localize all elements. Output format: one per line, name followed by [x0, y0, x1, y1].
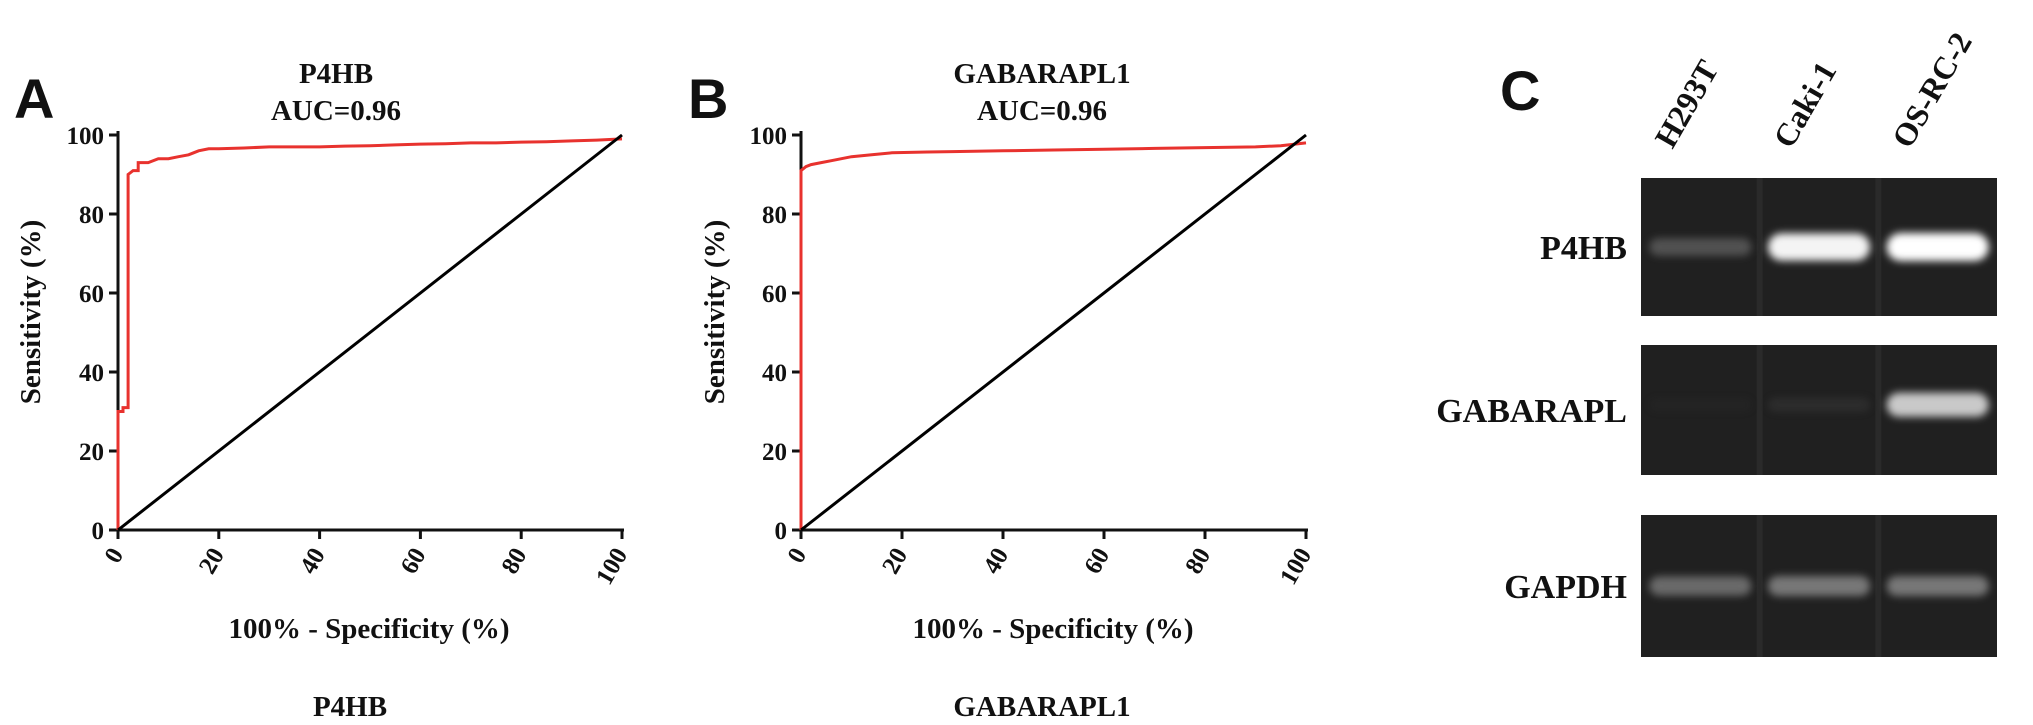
x-tick-label: 60 [1079, 544, 1115, 579]
y-axis-label: Sensitivity (%) [15, 220, 47, 404]
chart-caption: P4HB [313, 691, 387, 723]
x-tick-label: 60 [396, 544, 432, 579]
x-tick-label: 0 [100, 544, 130, 568]
roc-curve [116, 137, 623, 530]
x-tick-label: 20 [877, 544, 913, 579]
y-tick-label: 20 [79, 439, 104, 466]
panel-letter-b: B [688, 67, 728, 130]
lane-separator [1875, 345, 1882, 475]
gel-row: GAPDH [1504, 515, 1997, 657]
gel-row-label: GAPDH [1504, 569, 1627, 606]
roc-chart-p4hb: A P4HB AUC=0.96 Sensitivity (%) 100% - S… [14, 58, 633, 723]
gel-band [1767, 233, 1871, 261]
lane-separator [1875, 515, 1882, 657]
panel-letter-c: C [1500, 59, 1540, 122]
y-tick-label: 80 [762, 202, 787, 229]
gel-band [1886, 392, 1989, 417]
gel-band [1649, 238, 1752, 256]
y-tick-label: 100 [750, 123, 788, 150]
gel-row-label: GABARAPL [1436, 393, 1627, 430]
lane-label: Caki-1 [1766, 55, 1843, 153]
gel-band [1886, 576, 1989, 596]
x-tick-label: 40 [978, 544, 1014, 579]
x-axis-label: 100% - Specificity (%) [228, 613, 509, 645]
y-tick-label: 0 [92, 518, 105, 545]
lane-separator [1756, 515, 1763, 657]
y-tick-label: 0 [775, 518, 788, 545]
gel-rows: P4HB GABARAPL GAPDH [1436, 178, 1997, 657]
x-tick-label: 80 [497, 544, 533, 579]
roc-curve [799, 141, 1307, 530]
y-tick-label: 100 [67, 123, 105, 150]
reference-diagonal-line [800, 133, 1307, 532]
lane-labels: H293T Caki-1 OS-RC-2 [1647, 26, 1979, 153]
y-tick-label: 40 [79, 360, 104, 387]
y-tick-label: 20 [762, 439, 787, 466]
x-tick-label: 40 [295, 544, 331, 579]
gel-row: P4HB [1540, 178, 1997, 316]
y-tick-label: 80 [79, 202, 104, 229]
lane-separator [1875, 178, 1882, 316]
x-tick-label: 20 [194, 544, 230, 579]
x-axis-label: 100% - Specificity (%) [912, 613, 1193, 645]
lane-separator [1756, 345, 1763, 475]
gel-band [1886, 233, 1989, 261]
gel-electrophoresis-panel: C H293T Caki-1 OS-RC-2 P4HB GABARAPL GAPDH [1436, 26, 1997, 657]
y-axis-label: Sensitivity (%) [699, 220, 731, 404]
y-tick-label: 60 [79, 281, 104, 308]
gel-band [1649, 576, 1752, 596]
x-tick-label: 80 [1180, 544, 1216, 579]
x-tick-label: 0 [783, 544, 813, 568]
chart-subtitle: AUC=0.96 [977, 95, 1107, 127]
chart-caption: GABARAPL1 [953, 691, 1130, 723]
gel-band [1649, 398, 1752, 412]
roc-chart-gabarapl1: B GABARAPL1 AUC=0.96 Sensitivity (%) 100… [688, 58, 1317, 723]
y-tick-label: 40 [762, 360, 787, 387]
panel-letter-a: A [14, 67, 54, 130]
reference-diagonal-line [117, 133, 623, 532]
gel-row: GABARAPL [1436, 345, 1997, 475]
gel-band [1767, 576, 1871, 596]
x-tick-label: 100 [1275, 544, 1317, 590]
gel-row-label: P4HB [1540, 230, 1627, 267]
chart-title: P4HB [299, 58, 373, 90]
lane-label: H293T [1647, 54, 1725, 154]
lane-separator [1756, 178, 1763, 316]
gel-band [1767, 397, 1871, 412]
lane-label: OS-RC-2 [1885, 26, 1979, 153]
y-tick-label: 60 [762, 281, 787, 308]
chart-title: GABARAPL1 [953, 58, 1130, 90]
chart-subtitle: AUC=0.96 [271, 95, 401, 127]
x-tick-label: 100 [591, 544, 633, 590]
